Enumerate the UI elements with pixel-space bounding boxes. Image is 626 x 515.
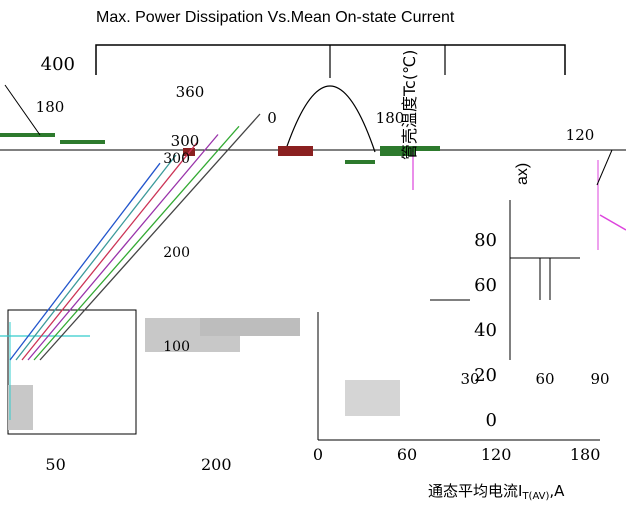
left-ytick-label: 300 [163,151,190,167]
series-line [27,134,219,361]
series-line [15,154,177,361]
left-ytick-label: 400 [41,54,75,75]
x-axis-label: 通态平均电流IT(AV),A [428,482,565,502]
series-layer [9,113,261,361]
green-band [0,133,440,164]
right-xtick-label: 60 [397,445,417,464]
series-line [33,125,240,361]
curve-annotation: 120 [566,126,595,144]
inner-xtick-label: 60 [535,370,554,388]
right-panel-frame [317,200,600,441]
conduction-waveform [284,85,376,153]
curve-annotation: 180 [36,98,65,116]
inner-xtick-label: 30 [460,370,479,388]
series-line [21,142,198,361]
right-ytick-label: 40 [474,320,497,341]
left-xtick-label: 200 [201,455,232,474]
series-line [9,162,161,361]
chart-title: Max. Power Dissipation Vs.Mean On-state … [96,9,455,26]
right-ytick-label: 60 [474,275,497,296]
inner-xtick-label: 90 [590,370,609,388]
left-ytick-label: 200 [163,245,190,261]
left-xtick-label: 50 [45,455,65,474]
curve-annotation: 300 [171,132,200,150]
left-panel-frame [7,309,137,435]
y-axis-label-fragment: ax) [514,162,531,185]
right-xtick-label: 0 [313,445,323,464]
curve-annotation: 180 [376,109,405,127]
curve-annotation: 0 [267,109,277,127]
right-xtick-label: 180 [570,445,601,464]
right-ytick-label: 0 [486,410,497,431]
series-line [39,113,261,361]
red-marks [183,146,313,156]
left-ytick-label: 100 [163,339,190,355]
right-ytick-label: 80 [474,230,497,251]
y-axis-label: 管壳温度Tc(℃) [400,49,419,160]
right-xtick-label: 120 [481,445,512,464]
right-ytick-label: 20 [474,365,497,386]
curve-annotation: 360 [176,83,205,101]
